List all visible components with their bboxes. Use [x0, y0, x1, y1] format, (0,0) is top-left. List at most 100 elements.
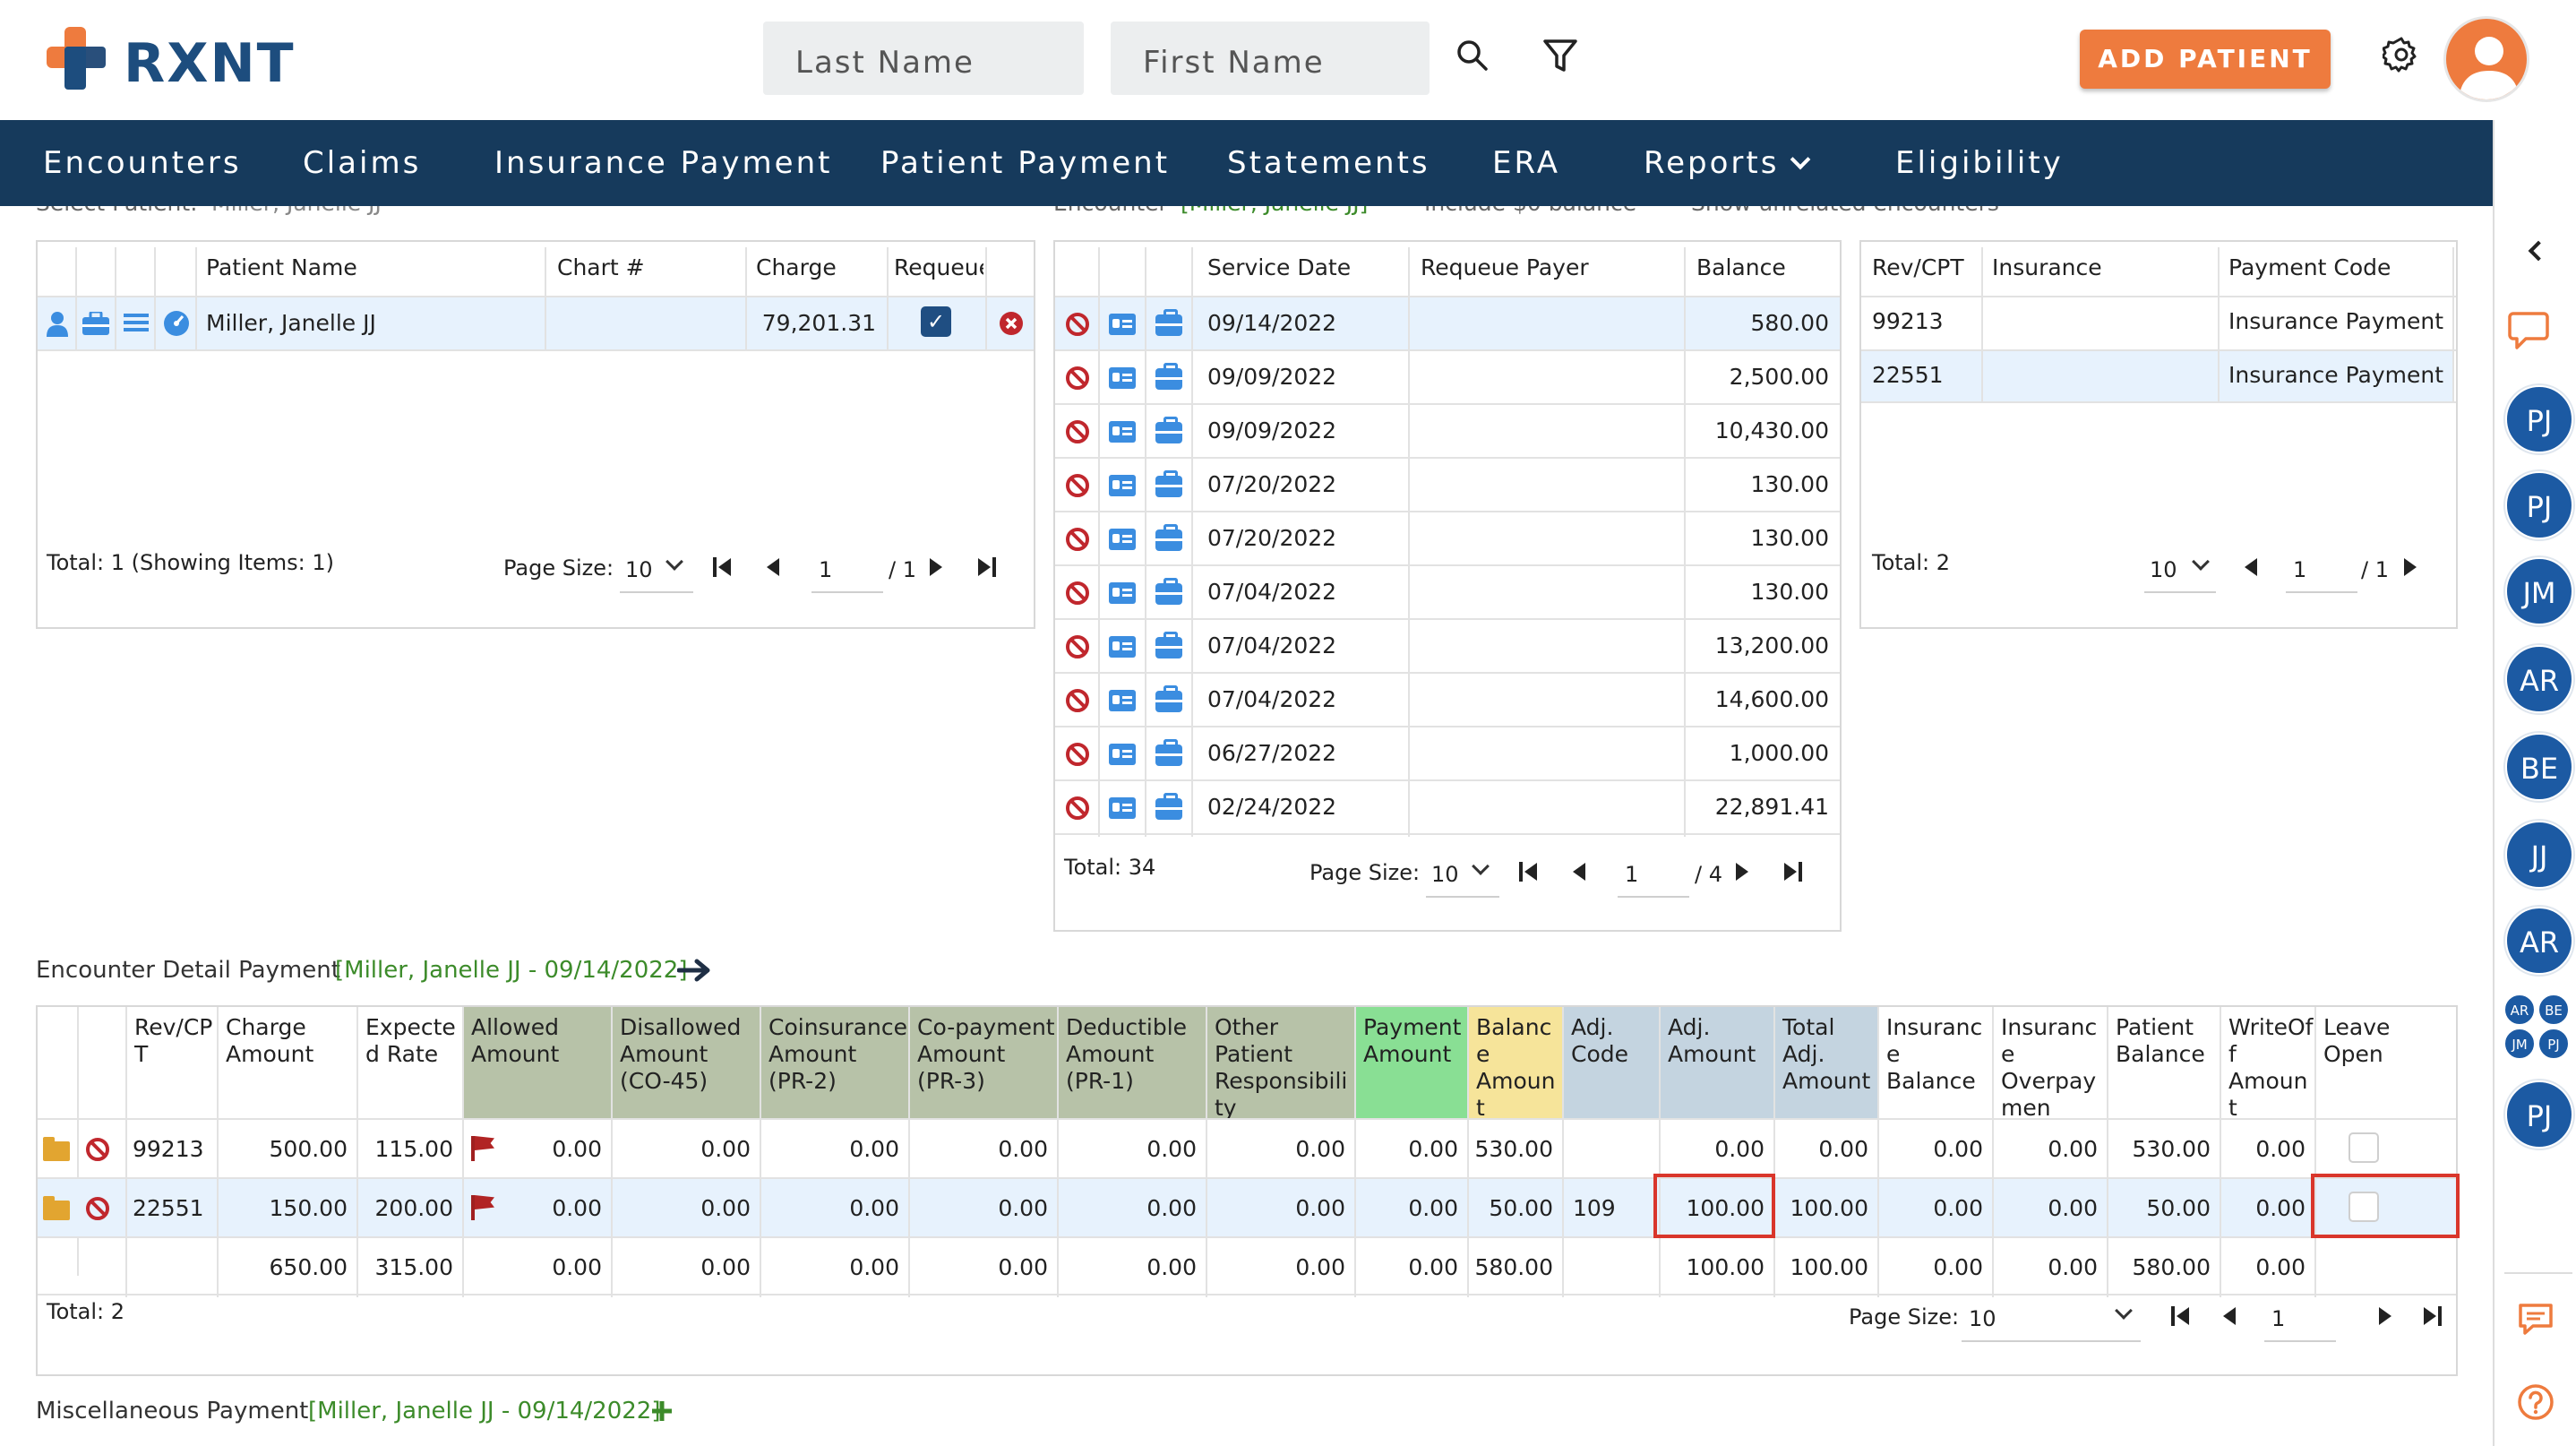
col-payment-code[interactable]: Payment Code [2228, 254, 2391, 280]
detail-allowed-amount-cell[interactable]: 0.00 [552, 1195, 602, 1221]
service-date-cell[interactable]: 07/20/2022 [1207, 471, 1337, 497]
void-encounter-icon[interactable] [1066, 366, 1089, 390]
detail-allowed-amount-cell[interactable]: 0.00 [552, 1136, 602, 1162]
briefcase-icon[interactable] [1155, 417, 1182, 443]
void-encounter-icon[interactable] [1066, 796, 1089, 820]
nav-eligibility[interactable]: Eligibility [1895, 145, 2064, 181]
detail-insurance-balance-cell[interactable]: 0.00 [1933, 1136, 1983, 1162]
first-page-icon[interactable] [1519, 862, 1539, 882]
sidebar-avatar[interactable]: AR [2505, 907, 2573, 975]
flag-icon[interactable] [471, 1136, 475, 1161]
page-size-chevron-down-icon[interactable] [665, 553, 683, 571]
col-leave-open[interactable]: Leave Open [2314, 1007, 2456, 1118]
encounter-row[interactable]: 07/04/2022 130.00 [1055, 566, 1840, 620]
service-date-cell[interactable]: 07/04/2022 [1207, 633, 1337, 658]
next-page-icon[interactable] [2379, 1307, 2391, 1325]
encounter-row[interactable]: 07/04/2022 14,600.00 [1055, 674, 1840, 727]
first-page-icon[interactable] [2171, 1306, 2191, 1326]
briefcase-icon[interactable] [1155, 578, 1182, 605]
prev-page-icon[interactable] [767, 558, 779, 576]
nav-claims[interactable]: Claims [303, 145, 422, 181]
patient-page-size-select[interactable]: 10 [625, 557, 653, 582]
service-date-cell[interactable]: 07/04/2022 [1207, 579, 1337, 605]
encounter-row[interactable]: 09/09/2022 10,430.00 [1055, 405, 1840, 459]
briefcase-icon[interactable] [1155, 739, 1182, 766]
patient-card-icon[interactable] [1109, 367, 1136, 389]
detail-writeoff-amount-cell[interactable]: 0.00 [2255, 1136, 2306, 1162]
detail-copayment-amount-cell[interactable]: 0.00 [998, 1195, 1048, 1221]
folder-open-icon[interactable] [43, 1137, 70, 1161]
void-encounter-icon[interactable] [1066, 635, 1089, 658]
first-page-icon[interactable] [713, 557, 733, 577]
next-page-icon[interactable] [1736, 863, 1748, 881]
nav-statements[interactable]: Statements [1227, 145, 1430, 181]
detail-row[interactable]: 22551 150.00 200.00 0.00 0.00 0.00 0.00 0.00 0.0… [38, 1177, 2456, 1238]
detail-disallowed-amount-cell[interactable]: 0.00 [700, 1195, 751, 1221]
detail-total-adj-amount-cell[interactable]: 0.00 [1818, 1136, 1868, 1162]
sidebar-group-avatar[interactable]: BE [2538, 994, 2569, 1025]
detail-rev-cpt-cell[interactable]: 99213 [133, 1136, 204, 1162]
first-name-input[interactable]: First Name [1111, 22, 1430, 95]
col-adj-code[interactable]: Adj. Code [1562, 1007, 1659, 1118]
detail-adj-amount-cell[interactable]: 0.00 [1714, 1136, 1765, 1162]
add-patient-button[interactable]: ADD PATIENT [2080, 30, 2331, 89]
encounter-row[interactable]: 07/04/2022 13,200.00 [1055, 620, 1840, 674]
sidebar-group-avatar[interactable]: AR [2504, 994, 2535, 1025]
detail-page-input[interactable]: 1 [2271, 1306, 2286, 1331]
search-icon[interactable] [1455, 38, 1490, 73]
prev-page-icon[interactable] [2223, 1307, 2236, 1325]
service-date-cell[interactable]: 07/20/2022 [1207, 525, 1337, 551]
encounter-row[interactable]: 09/09/2022 2,500.00 [1055, 351, 1840, 405]
nav-reports[interactable]: Reports [1644, 145, 1780, 181]
detail-insurance-balance-cell[interactable]: 0.00 [1933, 1195, 1983, 1221]
next-page-icon[interactable] [930, 558, 942, 576]
col-charge[interactable]: Charge [756, 254, 837, 280]
detail-copayment-amount-cell[interactable]: 0.00 [998, 1136, 1048, 1162]
detail-coinsurance-amount-cell[interactable]: 0.00 [849, 1136, 899, 1162]
encounter-row[interactable]: 06/27/2022 1,000.00 [1055, 727, 1840, 781]
encounter-row[interactable]: 07/20/2022 130.00 [1055, 512, 1840, 566]
detail-page-size-select[interactable]: 10 [1969, 1306, 1996, 1331]
detail-expected-rate-cell[interactable]: 200.00 [374, 1195, 453, 1221]
last-page-icon[interactable] [2422, 1306, 2442, 1326]
patient-card-icon[interactable] [1109, 421, 1136, 443]
show-unrelated-label[interactable]: Show unrelated encounters [1691, 206, 1999, 216]
sidebar-avatar[interactable]: PJ [2505, 471, 2573, 539]
col-charge-amount[interactable]: Charge Amount [217, 1007, 356, 1118]
void-encounter-icon[interactable] [1066, 420, 1089, 443]
flag-icon[interactable] [471, 1195, 475, 1220]
folder-open-icon[interactable] [43, 1196, 70, 1220]
detail-balance-amount-cell[interactable]: 530.00 [1474, 1136, 1553, 1162]
sidebar-avatar[interactable]: AR [2505, 645, 2573, 713]
patient-card-icon[interactable] [1109, 475, 1136, 496]
service-date-cell[interactable]: 09/14/2022 [1207, 310, 1337, 336]
patient-card-icon[interactable] [1109, 690, 1136, 711]
detail-other-patient-responsibility-cell[interactable]: 0.00 [1295, 1195, 1345, 1221]
col-rev-cpt[interactable]: Rev/CPT [125, 1007, 217, 1118]
prev-page-icon[interactable] [1573, 863, 1585, 881]
col-insurance-balance[interactable]: Insurance Balance [1877, 1007, 1992, 1118]
detail-charge-amount-cell[interactable]: 500.00 [269, 1136, 348, 1162]
patient-row-selected[interactable] [38, 297, 1034, 349]
code-cpt-cell[interactable]: 99213 [1872, 308, 1944, 334]
col-writeoff-amount[interactable]: WriteOff Amount [2220, 1007, 2314, 1121]
void-encounter-icon[interactable] [1066, 313, 1089, 336]
col-other-patient-responsibility[interactable]: Other Patient Responsibility [1206, 1007, 1354, 1121]
col-balance[interactable]: Balance [1696, 254, 1786, 280]
briefcase-icon[interactable] [1155, 470, 1182, 497]
last-name-input[interactable]: Last Name [763, 22, 1084, 95]
sidebar-avatar[interactable]: JM [2505, 557, 2573, 625]
sidebar-avatar[interactable]: PJ [2505, 1080, 2573, 1149]
col-total-adj-amount[interactable]: Total Adj. Amount [1773, 1007, 1877, 1118]
col-service-date[interactable]: Service Date [1207, 254, 1352, 280]
nav-era[interactable]: ERA [1492, 145, 1560, 181]
last-page-icon[interactable] [976, 557, 996, 577]
help-icon[interactable] [2517, 1383, 2555, 1421]
requeue-checkbox[interactable]: ✓ [921, 306, 951, 337]
page-size-chevron-down-icon[interactable] [2115, 1302, 2133, 1320]
sidebar-group-avatar[interactable]: JM [2504, 1029, 2535, 1059]
leave-open-checkbox[interactable] [2348, 1132, 2379, 1163]
void-line-icon[interactable] [86, 1138, 109, 1161]
void-encounter-icon[interactable] [1066, 528, 1089, 551]
col-coinsurance-amount[interactable]: Coinsurance Amount (PR-2) [760, 1007, 908, 1118]
